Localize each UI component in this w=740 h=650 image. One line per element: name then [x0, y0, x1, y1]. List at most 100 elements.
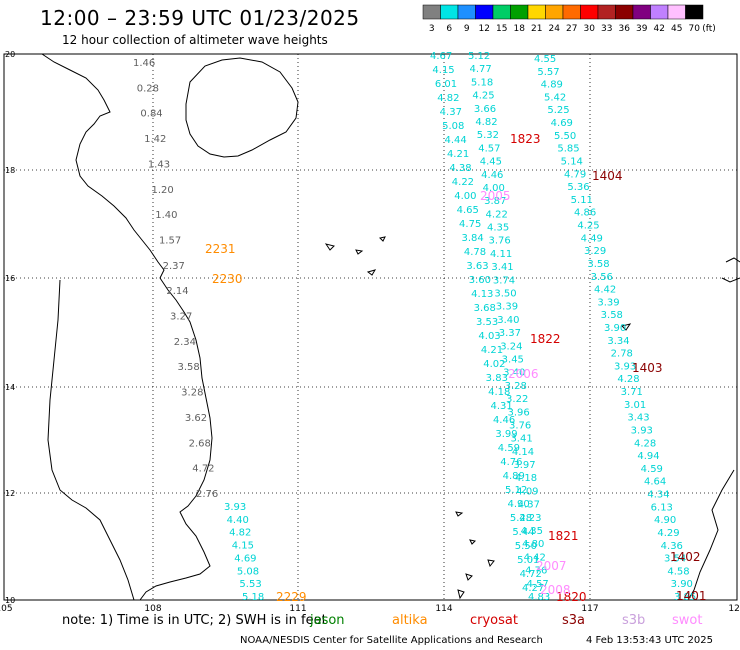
swh-value: 4.03 — [478, 331, 500, 342]
swh-value: 5.11 — [571, 195, 593, 206]
swh-value: 4.21 — [481, 345, 503, 356]
colorbar-label: 30 — [584, 24, 596, 34]
swh-value: 5.18 — [471, 77, 493, 88]
satellite-legend-s3a: s3a — [562, 613, 586, 628]
swh-value: 4.38 — [449, 163, 471, 174]
swh-value: 4.25 — [472, 91, 494, 102]
swh-value: 4.02 — [483, 359, 505, 370]
swh-value: 3.40 — [497, 315, 519, 326]
swh-value: 4.14 — [512, 447, 534, 458]
swh-value: 4.75 — [459, 219, 481, 230]
longitude-label: 105 — [0, 604, 13, 614]
pass-time-label: 1822 — [530, 332, 561, 346]
pass-time-label: 1402 — [670, 550, 701, 564]
swh-value: 3.22 — [506, 394, 528, 405]
latitude-label: 14 — [5, 383, 15, 392]
swh-value: 4.77 — [469, 64, 491, 75]
swh-value-gray: 2.34 — [174, 337, 196, 348]
pass-time-label: 1401 — [676, 589, 707, 603]
swh-value: 3.76 — [509, 420, 531, 431]
swh-value: 3.85 — [674, 592, 696, 603]
latitude-label: 18 — [5, 166, 15, 175]
colorbar-label: 27 — [566, 24, 577, 34]
map-title: 12:00 – 23:59 UTC 01/23/2025 — [40, 6, 360, 30]
swh-value: 3.76 — [488, 236, 510, 247]
swh-value: 5.14 — [561, 156, 583, 167]
swh-value: 4.69 — [234, 553, 256, 564]
swh-value: 5.50 — [554, 131, 576, 142]
swh-value: 4.42 — [594, 285, 616, 296]
swh-value: 4.80 — [522, 539, 544, 550]
latitude-label: 12 — [5, 489, 15, 498]
colorbar-label: 3 — [429, 24, 435, 34]
swh-value: 3.68 — [474, 303, 496, 314]
swh-value: 5.42 — [544, 92, 566, 103]
coastline — [41, 53, 740, 601]
swh-value-gray: 2.76 — [196, 489, 218, 500]
swh-value: 4.69 — [551, 118, 573, 129]
swh-value: 4.15 — [432, 65, 454, 76]
swh-value: 4.42 — [524, 552, 546, 563]
swh-value: 4.18 — [488, 387, 510, 398]
swh-value: 4.65 — [457, 205, 479, 216]
swh-value: 3.83 — [486, 373, 508, 384]
swh-value: 4.44 — [445, 135, 467, 146]
swh-value: 3.29 — [584, 246, 606, 257]
swh-value: 2.78 — [611, 349, 633, 360]
swh-value-gray: 1.43 — [148, 159, 170, 170]
swh-value: 3.41 — [491, 262, 513, 273]
swh-value: 3.74 — [493, 275, 515, 286]
swh-value: 4.86 — [574, 208, 596, 219]
swh-value: 5.44 — [512, 527, 534, 538]
swh-value: 4.94 — [637, 451, 659, 462]
swh-value: 3.41 — [510, 434, 532, 445]
swh-value: 4.37 — [518, 500, 540, 511]
swh-value: 4.89 — [503, 471, 525, 482]
colorbar-label: 42 — [654, 24, 665, 34]
swh-value: 3.93 — [224, 502, 246, 513]
swh-value-gray: 2.37 — [163, 261, 185, 272]
longitude-label: 114 — [435, 604, 452, 614]
swh-value: 4.57 — [527, 579, 549, 590]
longitude-label: 117 — [581, 604, 598, 614]
credit-line: NOAA/NESDIS Center for Satellite Applica… — [240, 635, 543, 646]
swh-value: 3.93 — [631, 425, 653, 436]
swh-value: 3.71 — [621, 387, 643, 398]
swh-value: 3.90 — [671, 579, 693, 590]
swh-value: 4.34 — [647, 490, 669, 501]
swh-value-gray: 1.40 — [155, 210, 177, 221]
swh-value: 4.00 — [454, 191, 476, 202]
swh-value: 4.21 — [447, 149, 469, 160]
colorbar-label: 45 — [671, 24, 682, 34]
colorbar-label: 9 — [464, 24, 470, 34]
swh-value-gray: 2.14 — [166, 286, 188, 297]
wave-height-colorbar: 3 6 9 12 15 18 21 24 27 30 33 36 39 42 45 70 (ft) — [422, 4, 716, 34]
swh-value: 4.23 — [519, 513, 541, 524]
swh-value: 3.96 — [508, 407, 530, 418]
swh-value-gray: 1.42 — [144, 134, 166, 145]
swh-value: 4.29 — [657, 528, 679, 539]
swh-value: 4.59 — [498, 443, 520, 454]
swh-value: 5.08 — [237, 566, 259, 577]
swh-value: 4.90 — [507, 499, 529, 510]
pass-time-label: 1404 — [592, 169, 623, 183]
swh-value: 6.13 — [651, 502, 673, 513]
swh-value: 5.25 — [547, 105, 569, 116]
swh-value-gray: 1.20 — [152, 185, 174, 196]
pass-time-label: 2007 — [536, 559, 567, 573]
pass-time-label: 2230 — [212, 272, 243, 286]
swh-value: 4.27 — [522, 583, 544, 594]
swh-value: 3.58 — [587, 259, 609, 270]
swh-value: 4.72 — [520, 569, 542, 580]
swh-value: 4.90 — [654, 515, 676, 526]
pass-time-label: 2229 — [276, 590, 307, 604]
satellite-legend-s3b: s3b — [622, 613, 646, 628]
swh-value: 3.63 — [466, 261, 488, 272]
swh-value: 5.01 — [517, 555, 539, 566]
swh-value: 4.45 — [480, 157, 502, 168]
swh-value-gray: 0.28 — [137, 83, 159, 94]
swh-value: 4.36 — [661, 541, 683, 552]
swh-value: 4.22 — [486, 209, 508, 220]
pass-time-label: 1823 — [510, 132, 541, 146]
